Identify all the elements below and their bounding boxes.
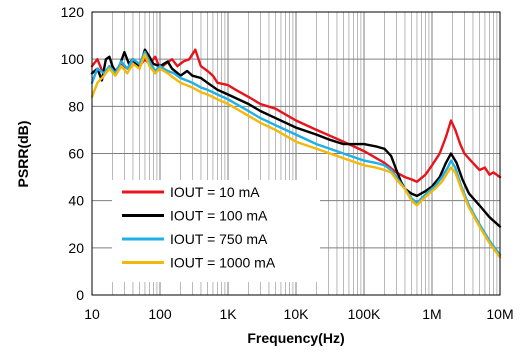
series-line-3 — [90, 50, 502, 257]
y-axis-tick-labels: 0 20 40 60 80 100 120 — [61, 4, 85, 303]
y-axis-title: PSRR(dB) — [15, 121, 31, 188]
x-tick-label: 10 — [84, 306, 100, 322]
y-tick-label: 100 — [61, 51, 85, 67]
legend-label-2: IOUT = 100 mA — [170, 208, 268, 224]
y-tick-label: 20 — [68, 240, 84, 256]
legend-label-1: IOUT = 10 mA — [170, 184, 260, 200]
y-tick-label: 120 — [61, 4, 85, 20]
legend-label-3: IOUT = 750 mA — [170, 231, 268, 247]
x-tick-label: 1M — [422, 306, 441, 322]
legend-items: IOUT = 10 mA IOUT = 100 mA IOUT = 750 mA IO… — [122, 184, 276, 271]
series-line-2 — [90, 48, 502, 228]
x-tick-label: 100 — [148, 306, 172, 322]
y-tick-label: 80 — [68, 98, 84, 114]
x-tick-label: 1K — [219, 306, 237, 322]
x-tick-label: 100K — [348, 306, 381, 322]
y-tick-label: 0 — [76, 287, 84, 303]
legend: IOUT = 10 mA IOUT = 100 mA IOUT = 750 mA IO… — [112, 180, 320, 282]
plot-frame — [91, 11, 501, 296]
series-layer — [90, 48, 502, 259]
legend-background — [112, 180, 320, 282]
y-tick-label: 60 — [68, 146, 84, 162]
x-tick-label: 10M — [486, 306, 513, 322]
x-axis-tick-labels: 10 100 1K 10K 100K 1M 10M — [84, 306, 513, 322]
x-tick-label: 10K — [284, 306, 310, 322]
y-tick-label: 40 — [68, 193, 84, 209]
series-line-4 — [90, 53, 502, 259]
x-axis-title: Frequency(Hz) — [247, 330, 344, 346]
legend-label-4: IOUT = 1000 mA — [170, 255, 276, 271]
